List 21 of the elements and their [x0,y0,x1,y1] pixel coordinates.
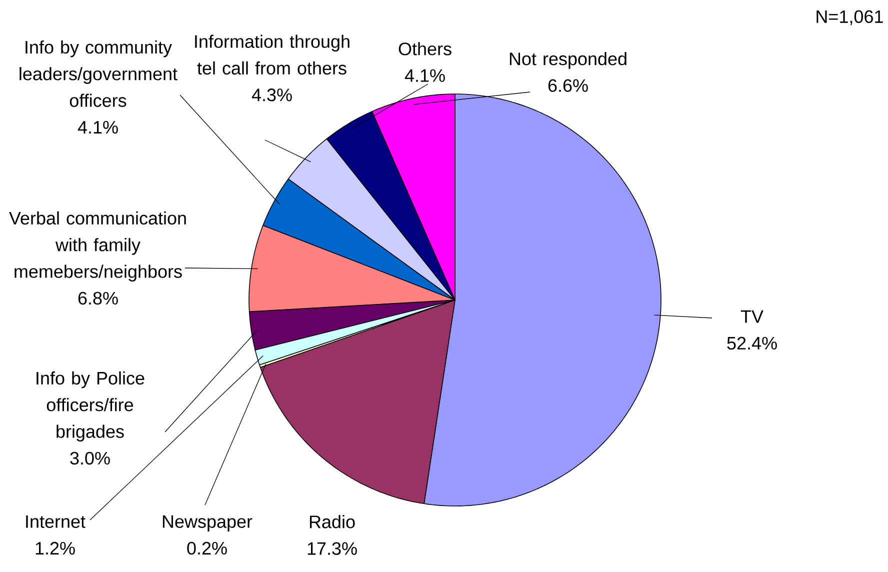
slice-label: Information through tel call from others [195,34,350,75]
data-label: 4.1% [78,120,118,134]
slice-label: Not responded [510,52,626,69]
slice-label: Others [398,42,452,56]
legend-label: TV [740,310,764,323]
slice-label: Info by community leaders/government officers [20,40,178,107]
text: N=1,061 [816,10,883,26]
slice-label: Newspaper [162,515,252,532]
data-label: 4.1% [404,69,445,82]
data-label: 0.2% [187,542,227,555]
data-label: 17.3% [308,542,357,555]
data-label: 6.6% [548,79,588,92]
data-label: 4.3% [252,88,292,102]
data-label: 3.0% [70,452,110,465]
data-label: 52.4% [727,336,777,350]
data-label: 1.2% [36,542,75,555]
slice-label: Verbal communication with family memebers/neighbors [9,211,186,282]
data-label: 6.8% [78,292,118,305]
slice-label: Internet [26,515,86,528]
slice-label: Info by Police officers/fire brigades [36,371,144,442]
slice-label: Radio [310,515,355,528]
